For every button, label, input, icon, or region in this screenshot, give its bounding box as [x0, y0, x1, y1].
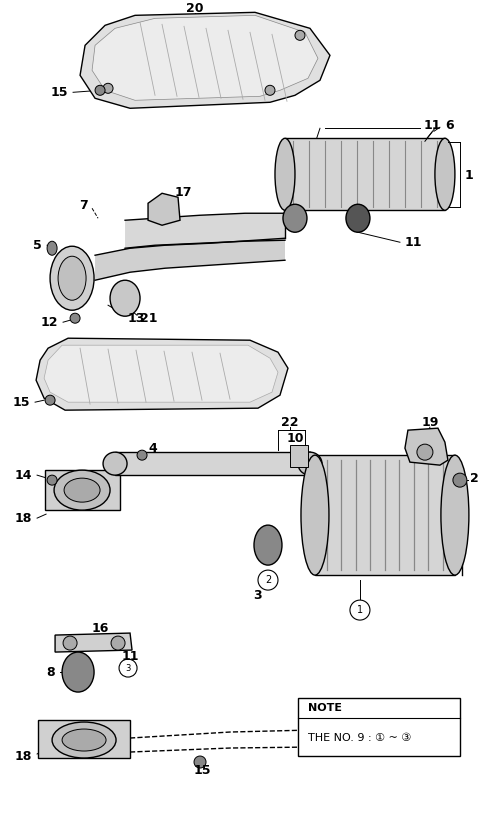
Ellipse shape	[417, 444, 433, 460]
Ellipse shape	[95, 85, 105, 95]
Text: 20: 20	[186, 2, 204, 15]
Polygon shape	[45, 470, 120, 510]
Text: THE NO. 9 : ① ~ ③: THE NO. 9 : ① ~ ③	[308, 733, 411, 743]
Ellipse shape	[47, 241, 57, 255]
Text: 18: 18	[15, 511, 32, 524]
Polygon shape	[80, 12, 330, 108]
Ellipse shape	[103, 83, 113, 93]
Ellipse shape	[441, 455, 469, 575]
Ellipse shape	[45, 395, 55, 405]
Text: 14: 14	[14, 468, 32, 481]
Text: 19: 19	[421, 415, 439, 428]
Ellipse shape	[265, 85, 275, 95]
Text: 17: 17	[175, 185, 192, 198]
Text: 11: 11	[121, 650, 139, 663]
Ellipse shape	[194, 756, 206, 768]
Ellipse shape	[63, 636, 77, 650]
Polygon shape	[92, 15, 318, 100]
Text: 3: 3	[253, 589, 262, 602]
Text: 3: 3	[125, 663, 131, 672]
Circle shape	[119, 659, 137, 677]
Text: 2: 2	[265, 575, 271, 585]
Ellipse shape	[435, 138, 455, 211]
Ellipse shape	[275, 138, 295, 211]
Text: 18: 18	[15, 750, 32, 763]
Ellipse shape	[295, 30, 305, 41]
Ellipse shape	[110, 280, 140, 316]
Polygon shape	[44, 346, 278, 402]
Text: 1: 1	[465, 169, 474, 182]
Ellipse shape	[52, 722, 116, 758]
Text: 1: 1	[357, 605, 363, 615]
Bar	[315, 455, 455, 575]
Polygon shape	[95, 238, 285, 280]
Ellipse shape	[346, 204, 370, 233]
Ellipse shape	[64, 478, 100, 502]
Bar	[285, 138, 445, 211]
Ellipse shape	[283, 204, 307, 233]
Ellipse shape	[50, 246, 94, 311]
Ellipse shape	[301, 455, 329, 575]
Bar	[115, 452, 310, 475]
Text: 12: 12	[41, 315, 58, 328]
Text: 10: 10	[286, 432, 304, 445]
Polygon shape	[55, 633, 132, 652]
Text: 7: 7	[79, 198, 88, 211]
Text: 21: 21	[140, 311, 157, 324]
Ellipse shape	[62, 652, 94, 692]
Bar	[290, 446, 308, 467]
Circle shape	[350, 600, 370, 620]
Text: 4: 4	[148, 441, 157, 454]
Bar	[298, 698, 460, 756]
Ellipse shape	[54, 470, 110, 510]
Ellipse shape	[137, 450, 147, 460]
Ellipse shape	[103, 452, 127, 475]
Polygon shape	[148, 193, 180, 225]
Text: 6: 6	[445, 119, 454, 132]
Text: 13: 13	[128, 311, 145, 324]
Ellipse shape	[254, 525, 282, 565]
Text: 16: 16	[91, 622, 109, 635]
Text: 11: 11	[424, 119, 442, 132]
Circle shape	[258, 570, 278, 590]
Ellipse shape	[111, 636, 125, 650]
Polygon shape	[405, 428, 448, 465]
Text: 15: 15	[50, 86, 68, 99]
Polygon shape	[36, 338, 288, 411]
Text: NOTE: NOTE	[308, 703, 342, 713]
Text: 15: 15	[12, 396, 30, 409]
Ellipse shape	[47, 475, 57, 485]
Text: 22: 22	[281, 415, 299, 428]
Ellipse shape	[62, 729, 106, 751]
Ellipse shape	[298, 452, 322, 475]
Text: 5: 5	[33, 239, 42, 252]
Polygon shape	[38, 720, 130, 758]
Text: 8: 8	[47, 666, 55, 679]
Ellipse shape	[453, 473, 467, 487]
Polygon shape	[125, 213, 285, 248]
Text: 11: 11	[405, 236, 422, 249]
Text: 15: 15	[193, 763, 211, 776]
Ellipse shape	[58, 256, 86, 300]
Text: 2: 2	[470, 472, 479, 485]
Ellipse shape	[70, 313, 80, 324]
